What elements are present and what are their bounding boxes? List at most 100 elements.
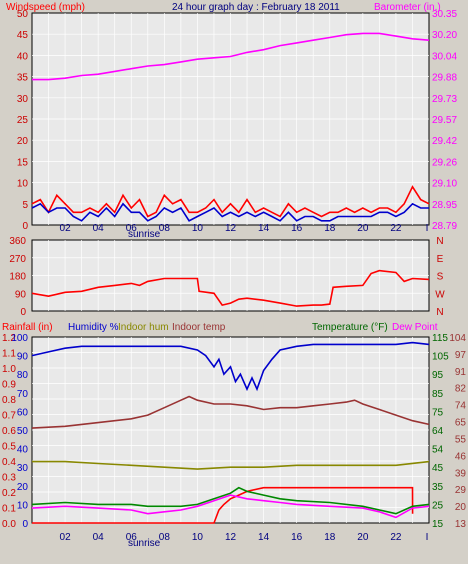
hour-tick-top: 16: [291, 223, 303, 234]
wind-direction-line: [31, 269, 430, 307]
hour-tick-bottom: I: [426, 532, 429, 543]
hour-tick-top: 04: [93, 223, 105, 234]
chart-layer: 0 5 10 15 20 25 30 35 40 45 50 28.79 28.95 29.10 29.26…: [2, 9, 466, 543]
compass-tick: N: [436, 307, 443, 318]
windspeed-tick: 30: [17, 94, 29, 105]
dew-point-line: [31, 494, 430, 519]
hour-tick-top: I: [426, 223, 429, 234]
dew-point-tick: 20: [455, 502, 467, 513]
dew-point-tick: 97: [455, 350, 467, 361]
dew-point-tick: 91: [455, 367, 467, 378]
barometer-tick: 29.57: [432, 115, 457, 126]
compass-tick: S: [437, 272, 444, 283]
rainfall-tick: 0.0: [2, 519, 16, 530]
dew-point-tick: 46: [455, 451, 467, 462]
hour-tick-bottom: 02: [60, 532, 72, 543]
direction-degree-tick: 0: [20, 307, 26, 318]
compass-tick: E: [437, 254, 444, 265]
temperature-tick: 54: [432, 445, 444, 456]
hour-tick-top: 20: [357, 223, 369, 234]
rainfall-tick: 0.7: [2, 411, 16, 422]
hour-tick-bottom: 10: [192, 532, 204, 543]
hour-tick-top: 18: [324, 223, 336, 234]
barometer-tick: 29.42: [432, 136, 457, 147]
windspeed-tick: 10: [17, 179, 29, 190]
hour-tick-bottom: 08: [159, 532, 171, 543]
windspeed-tick: 25: [17, 115, 29, 126]
barometer-tick: 29.26: [432, 157, 457, 168]
hour-tick-bottom: 04: [93, 532, 105, 543]
temperature-label: Temperature (°F): [312, 322, 388, 333]
rainfall-tick: 0.3: [2, 473, 16, 484]
rainfall-in-line: [32, 486, 414, 524]
dew-point-tick: 82: [455, 384, 467, 395]
temperature-tick: 75: [432, 407, 444, 418]
hour-tick-bottom: 06: [126, 532, 138, 543]
barometer-tick: 30.04: [432, 51, 457, 62]
hour-tick-top: 10: [192, 223, 204, 234]
hour-tick-top: 12: [225, 223, 237, 234]
windspeed-tick: 35: [17, 73, 29, 84]
chart-title: 24 hour graph day : February 18 2011: [172, 2, 340, 13]
humidity-tick: 0: [22, 519, 28, 530]
compass-tick: N: [436, 236, 443, 247]
barometer-tick: 28.95: [432, 200, 457, 211]
barometer-tick: 30.35: [432, 9, 457, 20]
temperature-tick: 25: [432, 500, 444, 511]
humidity-line: [31, 341, 430, 392]
dew-point-tick: 74: [455, 401, 467, 412]
sunrise-marker-top: sunrise: [128, 229, 161, 240]
humidity-tick: 20: [17, 482, 29, 493]
temperature-tick: 45: [432, 463, 444, 474]
dew-point-tick: 65: [455, 418, 467, 429]
dew-point-tick: 104: [449, 333, 466, 344]
windspeed-tick: 50: [17, 9, 29, 20]
direction-degree-tick: 90: [15, 289, 27, 300]
rainfall-tick: 0.4: [2, 457, 16, 468]
indoor-humidity-label: Indoor hum: [118, 322, 169, 333]
compass-tick: W: [435, 289, 445, 300]
temperature-tick: 35: [432, 482, 444, 493]
windspeed-tick: 5: [22, 200, 28, 211]
humidity-tick: 10: [17, 500, 29, 511]
dew-point-tick: 29: [455, 485, 467, 496]
hour-tick-bottom: 12: [225, 532, 237, 543]
wind-average-line: [31, 202, 429, 222]
humidity-tick: 100: [11, 333, 28, 344]
temperature-tick: 105: [432, 352, 449, 363]
humidity-tick: 40: [17, 445, 29, 456]
barometer-line: [32, 32, 430, 81]
rainfall-tick: 0.2: [2, 488, 16, 499]
humidity-tick: 60: [17, 407, 29, 418]
direction-degree-tick: 360: [9, 236, 26, 247]
windspeed-tick: 20: [17, 136, 29, 147]
rainfall-tick: 0.6: [2, 426, 16, 437]
hour-tick-top: 06: [126, 223, 138, 234]
hour-tick-bottom: 18: [324, 532, 336, 543]
dew-point-tick: 39: [455, 468, 467, 479]
hour-tick-top: 14: [258, 223, 270, 234]
direction-degree-tick: 270: [9, 254, 26, 265]
windspeed-tick: 40: [17, 51, 29, 62]
temperature-f-line: [31, 486, 430, 515]
hour-tick-top: 22: [390, 223, 402, 234]
hour-tick-bottom: 14: [258, 532, 270, 543]
humidity-tick: 90: [17, 352, 29, 363]
barometer-axis-label: Barometer (in.): [374, 2, 441, 13]
barometer-tick: 29.73: [432, 94, 457, 105]
dew-point-label: Dew Point: [392, 322, 438, 333]
temperature-tick: 64: [432, 426, 444, 437]
humidity-tick: 50: [17, 426, 29, 437]
windspeed-tick: 45: [17, 30, 29, 41]
temperature-tick: 115: [432, 333, 448, 344]
temperature-tick: 95: [432, 370, 444, 381]
rainfall-tick: 0.8: [2, 395, 16, 406]
temperature-tick: 15: [432, 519, 444, 530]
windspeed-tick: 0: [22, 221, 28, 232]
temperature-tick: 85: [432, 389, 444, 400]
hour-tick-top: 02: [60, 223, 72, 234]
humidity-tick: 80: [17, 370, 29, 381]
humidity-tick: 30: [17, 463, 29, 474]
